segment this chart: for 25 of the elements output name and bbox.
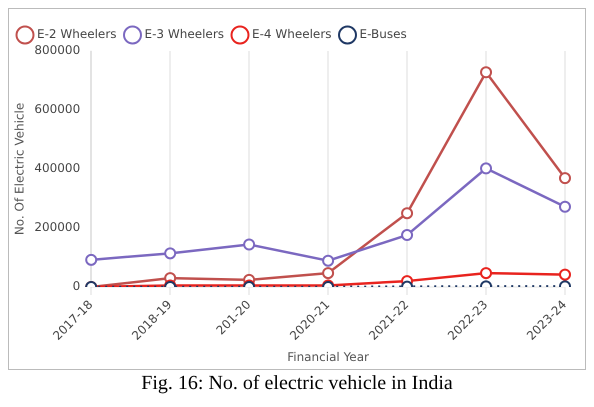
legend-label: E-Buses <box>360 27 407 42</box>
point <box>243 238 256 250</box>
y-axis-title: No. Of Electric Vehicle <box>12 102 26 236</box>
point <box>85 254 98 266</box>
point <box>322 267 334 280</box>
legend-label: E-4 Wheelers <box>252 27 332 42</box>
point <box>480 267 492 280</box>
y-tick-label: 0 <box>72 279 80 294</box>
y-tick-label: 600000 <box>34 102 80 116</box>
x-axis-title: Financial Year <box>287 350 370 364</box>
point <box>559 200 571 213</box>
legend-label: E-3 Wheelers <box>144 27 224 42</box>
point <box>164 247 176 260</box>
y-tick-label: 200000 <box>34 220 80 234</box>
caption: Fig. 16: No. of electric vehicle in India <box>140 372 454 395</box>
y-tick-label: 400000 <box>34 161 80 176</box>
point <box>559 268 571 281</box>
point <box>559 172 571 184</box>
point <box>401 229 414 242</box>
point <box>480 66 492 78</box>
point <box>401 207 414 220</box>
legend-label: E-2 Wheelers <box>37 27 116 42</box>
y-tick-label: 800000 <box>34 43 80 58</box>
point <box>480 162 492 174</box>
point <box>322 254 334 267</box>
